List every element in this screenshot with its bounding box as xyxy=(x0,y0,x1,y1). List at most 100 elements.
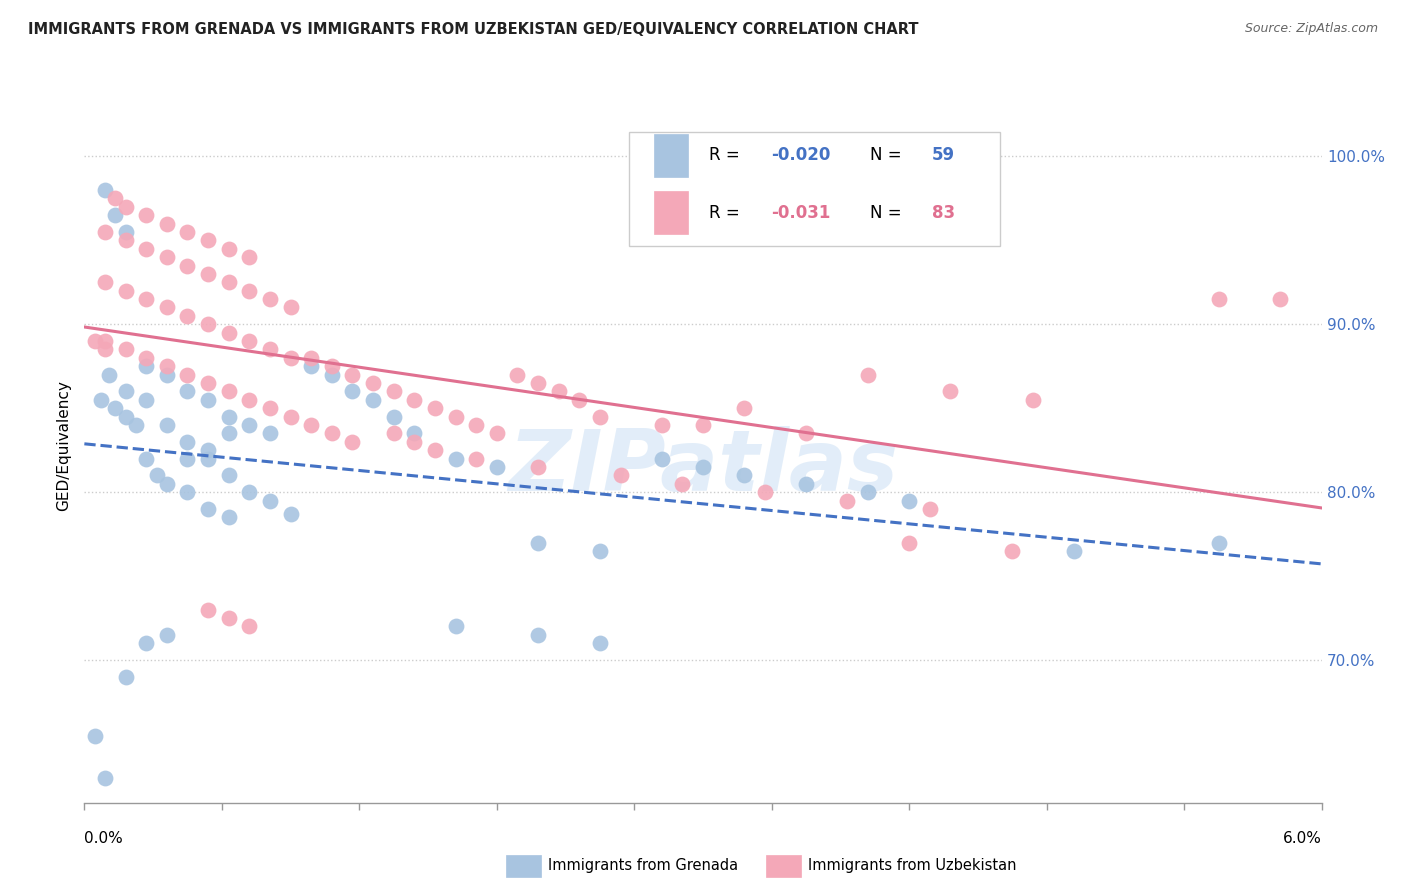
Point xyxy=(589,636,612,650)
Y-axis label: GED/Equivalency: GED/Equivalency xyxy=(56,381,72,511)
Point xyxy=(589,544,612,558)
Point xyxy=(114,200,136,214)
Point xyxy=(156,368,179,382)
Point xyxy=(176,309,198,323)
Point xyxy=(197,376,219,390)
Point xyxy=(135,242,157,256)
Point xyxy=(382,409,405,424)
Text: IMMIGRANTS FROM GRENADA VS IMMIGRANTS FROM UZBEKISTAN GED/EQUIVALENCY CORRELATIO: IMMIGRANTS FROM GRENADA VS IMMIGRANTS FR… xyxy=(28,22,918,37)
Point xyxy=(1063,544,1085,558)
Point xyxy=(197,603,219,617)
Point xyxy=(176,434,198,449)
Point xyxy=(114,284,136,298)
Point xyxy=(135,359,157,374)
Point xyxy=(125,417,148,432)
Point xyxy=(527,535,550,549)
Point xyxy=(280,301,302,315)
Text: R =: R = xyxy=(709,203,745,221)
Point xyxy=(218,468,240,483)
Point xyxy=(651,451,673,466)
Point xyxy=(197,451,219,466)
Point xyxy=(444,409,467,424)
Point xyxy=(197,233,219,247)
Point xyxy=(361,376,384,390)
Point xyxy=(280,409,302,424)
Point xyxy=(506,368,529,382)
Bar xyxy=(654,134,688,177)
Point xyxy=(135,292,157,306)
Text: N =: N = xyxy=(870,203,907,221)
Text: Source: ZipAtlas.com: Source: ZipAtlas.com xyxy=(1244,22,1378,36)
Point xyxy=(342,434,364,449)
Point xyxy=(218,242,240,256)
Point xyxy=(176,368,198,382)
Point xyxy=(114,409,136,424)
Point xyxy=(754,485,776,500)
Point xyxy=(1208,292,1230,306)
Point xyxy=(114,384,136,399)
Point xyxy=(197,267,219,281)
Point xyxy=(568,392,591,407)
Text: Immigrants from Uzbekistan: Immigrants from Uzbekistan xyxy=(808,858,1017,872)
Text: -0.020: -0.020 xyxy=(770,146,831,164)
Text: N =: N = xyxy=(870,146,907,164)
Point xyxy=(444,451,467,466)
Point xyxy=(218,510,240,524)
Point xyxy=(423,401,446,416)
Point xyxy=(176,225,198,239)
Point xyxy=(197,392,219,407)
Point xyxy=(733,468,755,483)
Text: 59: 59 xyxy=(932,146,955,164)
Point xyxy=(94,225,117,239)
Point xyxy=(83,334,105,348)
Point xyxy=(423,443,446,458)
Point xyxy=(94,275,117,289)
Point xyxy=(114,670,136,684)
Point xyxy=(238,334,260,348)
Point xyxy=(589,409,612,424)
Point xyxy=(176,384,198,399)
Text: -0.031: -0.031 xyxy=(770,203,831,221)
Point xyxy=(280,351,302,365)
Point xyxy=(837,493,859,508)
Point xyxy=(485,426,508,441)
Point xyxy=(444,619,467,633)
Point xyxy=(176,259,198,273)
Point xyxy=(1208,535,1230,549)
Point xyxy=(856,368,879,382)
Point xyxy=(156,417,179,432)
Point xyxy=(238,417,260,432)
Point xyxy=(145,468,167,483)
Point xyxy=(342,384,364,399)
Point xyxy=(527,376,550,390)
Point xyxy=(114,225,136,239)
Point xyxy=(135,351,157,365)
Point xyxy=(135,208,157,222)
Point xyxy=(218,426,240,441)
Point xyxy=(83,729,105,743)
Point xyxy=(794,426,817,441)
Point xyxy=(692,417,714,432)
Point xyxy=(651,417,673,432)
Point xyxy=(156,250,179,264)
Bar xyxy=(654,191,688,234)
Point xyxy=(465,451,488,466)
Point xyxy=(135,392,157,407)
Point xyxy=(176,485,198,500)
Point xyxy=(259,401,281,416)
Text: R =: R = xyxy=(709,146,745,164)
Point xyxy=(259,426,281,441)
Point xyxy=(299,351,322,365)
FancyBboxPatch shape xyxy=(628,132,1000,246)
Point xyxy=(342,368,364,382)
Point xyxy=(382,384,405,399)
Point xyxy=(156,217,179,231)
Point xyxy=(299,417,322,432)
Point xyxy=(218,275,240,289)
Text: ZIPatlas: ZIPatlas xyxy=(508,425,898,509)
Point xyxy=(527,460,550,475)
Point xyxy=(856,485,879,500)
Text: 83: 83 xyxy=(932,203,955,221)
Point xyxy=(547,384,569,399)
Point xyxy=(321,359,343,374)
